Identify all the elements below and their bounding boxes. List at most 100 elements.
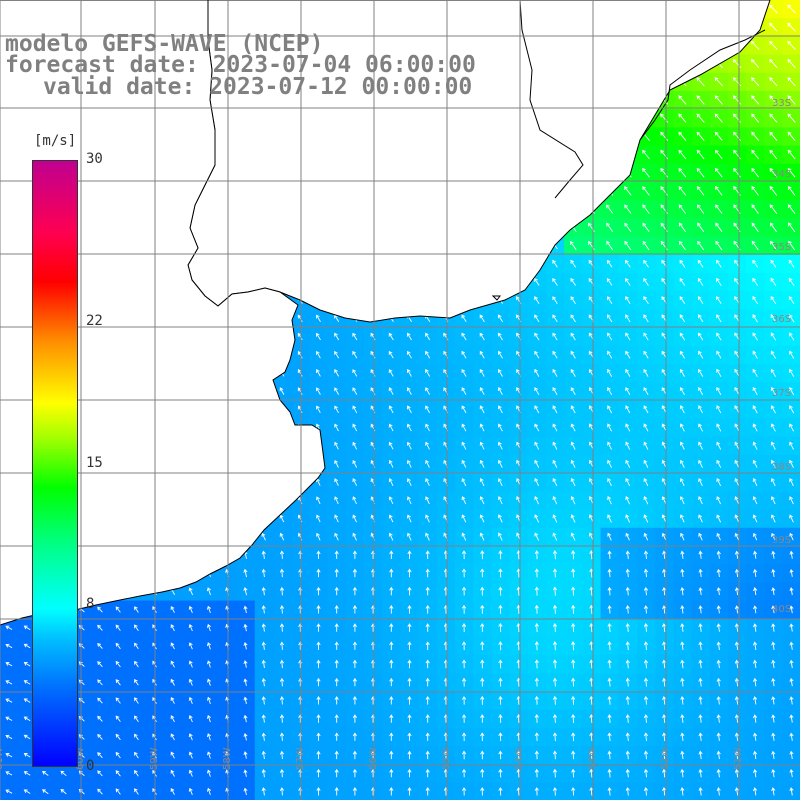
wind-arrow — [607, 714, 612, 723]
wind-arrow — [788, 314, 795, 323]
wind-arrow — [752, 423, 758, 432]
wind-arrow — [734, 750, 739, 760]
wind-arrow — [698, 714, 703, 723]
wind-arrow — [261, 532, 266, 541]
wind-arrow — [42, 789, 49, 795]
longitude-label: 59W — [149, 747, 160, 770]
wind-speed-cell — [54, 782, 74, 800]
wind-arrow — [643, 441, 649, 450]
wind-arrow — [23, 734, 31, 740]
wind-arrow — [334, 641, 339, 650]
wind-arrow — [716, 296, 722, 305]
wind-arrow — [352, 714, 357, 723]
wind-arrow — [789, 732, 794, 741]
wind-arrow — [316, 623, 321, 632]
wind-arrow — [625, 405, 631, 414]
wind-arrow — [751, 113, 760, 123]
wind-arrow — [680, 787, 685, 796]
wind-arrow — [352, 441, 358, 450]
wind-arrow — [462, 659, 467, 669]
wind-arrow — [188, 605, 193, 613]
wind-arrow — [461, 550, 467, 560]
wind-arrow — [534, 659, 539, 669]
wind-arrow — [23, 625, 31, 631]
wind-arrow — [771, 696, 776, 705]
wind-arrow — [78, 752, 85, 758]
latitude-label: 36S — [772, 314, 791, 325]
wind-arrow — [316, 714, 321, 723]
wind-arrow — [770, 350, 776, 359]
wind-arrow — [770, 277, 777, 286]
wind-arrow — [497, 350, 503, 359]
wind-arrow — [534, 296, 540, 304]
wind-arrow — [115, 788, 121, 795]
wind-speed-cell — [782, 291, 800, 310]
wind-arrow — [316, 387, 321, 395]
wind-arrow — [589, 641, 594, 651]
wind-arrow — [698, 386, 704, 396]
wind-arrow — [552, 604, 558, 614]
wind-arrow — [534, 732, 539, 742]
latitude-label: 35S — [772, 242, 791, 253]
wind-arrow — [643, 750, 649, 760]
wind-arrow — [279, 568, 285, 578]
wind-arrow — [206, 733, 211, 741]
wind-arrow — [480, 586, 485, 596]
wind-arrow — [716, 732, 721, 741]
wind-arrow — [479, 314, 485, 323]
wind-arrow — [716, 277, 722, 286]
wind-arrow — [115, 715, 121, 722]
wind-arrow — [734, 568, 740, 577]
wind-arrow — [534, 387, 540, 396]
wind-arrow — [607, 622, 612, 633]
wind-arrow — [115, 624, 121, 631]
wind-arrow — [552, 441, 558, 450]
wind-arrow — [479, 477, 485, 487]
wind-arrow — [462, 732, 467, 742]
wind-arrow — [716, 696, 721, 705]
wind-arrow — [660, 149, 669, 160]
wind-arrow — [606, 204, 614, 214]
wind-arrow — [206, 696, 211, 705]
wind-arrow — [625, 550, 630, 559]
wind-arrow — [570, 496, 576, 505]
wind-arrow — [771, 623, 776, 632]
wind-arrow — [625, 768, 630, 778]
wind-arrow — [316, 350, 321, 359]
wind-arrow — [788, 332, 795, 341]
wind-arrow — [389, 659, 394, 669]
wind-arrow — [607, 332, 613, 341]
wind-arrow — [734, 768, 739, 778]
wind-arrow — [607, 695, 612, 705]
wind-arrow — [497, 477, 503, 487]
wind-arrow — [334, 314, 340, 322]
wind-arrow — [334, 478, 339, 486]
wind-arrow — [480, 641, 485, 651]
wind-arrow — [279, 641, 285, 650]
wind-speed-cell — [18, 782, 37, 800]
wind-arrow — [771, 605, 776, 614]
wind-arrow — [716, 477, 722, 487]
wind-arrow — [771, 768, 776, 778]
wind-arrow — [789, 659, 794, 669]
wind-arrow — [698, 641, 703, 651]
wind-arrow — [97, 788, 103, 795]
wind-arrow — [625, 459, 631, 468]
wind-arrow — [261, 750, 266, 760]
wind-arrow — [134, 679, 139, 686]
wind-arrow — [787, 149, 796, 160]
wind-arrow — [624, 240, 632, 251]
wind-arrow — [571, 714, 576, 723]
wind-arrow — [534, 568, 539, 578]
wind-arrow — [571, 641, 576, 651]
wind-arrow — [243, 568, 248, 578]
wind-arrow — [134, 660, 139, 668]
wind-arrow — [769, 204, 778, 214]
wind-arrow — [680, 750, 685, 760]
wind-arrow — [552, 532, 558, 541]
forecast-date: forecast date: 2023-07-04 06:00:00 — [5, 52, 476, 78]
wind-arrow — [352, 750, 357, 760]
wind-arrow — [734, 550, 740, 559]
wind-arrow — [625, 387, 631, 396]
